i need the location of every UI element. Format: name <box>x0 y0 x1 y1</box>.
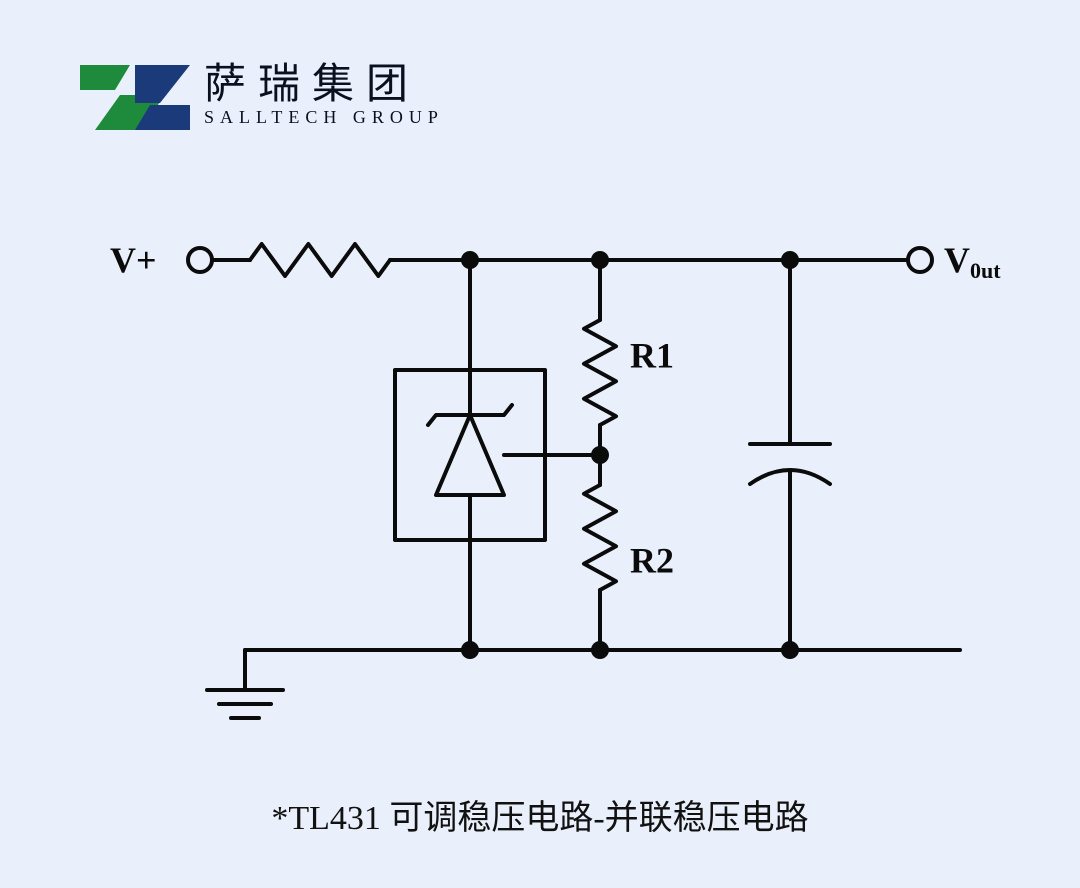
circuit-diagram: V+ V0ut R1 R2 <box>0 0 1080 888</box>
svg-text:V0ut: V0ut <box>944 240 1001 283</box>
svg-text:R1: R1 <box>630 336 674 376</box>
svg-text:V+: V+ <box>110 240 157 280</box>
svg-text:R2: R2 <box>630 541 674 581</box>
caption-text: *TL431 可调稳压电路-并联稳压电路 <box>0 790 1080 839</box>
